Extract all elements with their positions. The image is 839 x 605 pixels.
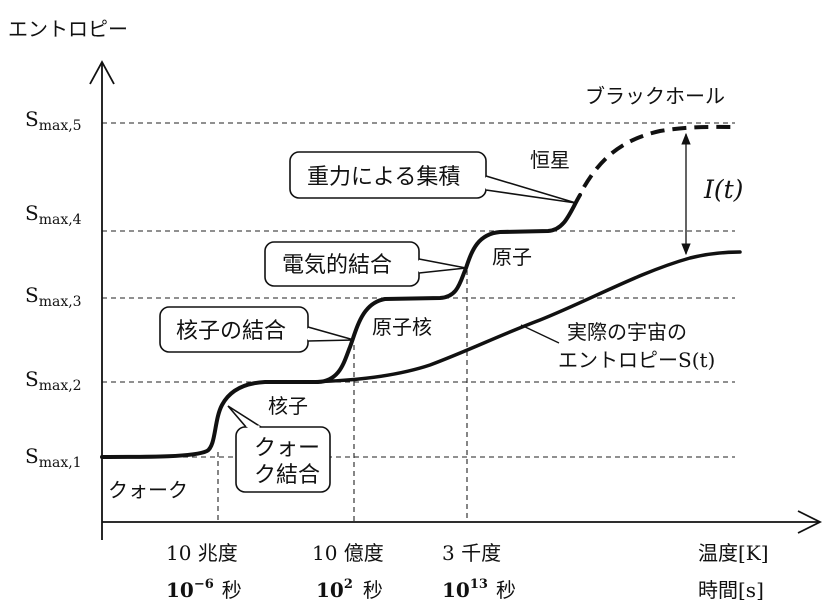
time-tick-1: 10−6 秒 — [166, 577, 242, 602]
actual-entropy-label-line1: 実際の宇宙の — [567, 320, 687, 344]
temperature-tick-2: 10 億度 — [312, 541, 384, 565]
actual-entropy-pointer — [520, 324, 560, 344]
level-label-3: Smax,3 — [25, 283, 82, 310]
time-axis-label: 時間[s] — [698, 578, 764, 602]
callout-gravity-text: 重力による集積 — [307, 165, 460, 190]
max-entropy-curve — [100, 193, 582, 459]
callout-quark-text-line1: クォー — [254, 436, 320, 461]
actual-entropy-label-line2: エントロピーS(t) — [558, 348, 715, 372]
y-axis-arrow — [89, 60, 115, 85]
callout-electric-text: 電気的結合 — [282, 253, 392, 278]
callout-quark: クォー ク結合 — [227, 405, 331, 493]
label-nucleus: 原子核 — [372, 315, 432, 339]
callout-quark-pointer — [227, 405, 262, 428]
time-tick-3: 1013 秒 — [442, 577, 516, 602]
label-atom: 原子 — [492, 245, 532, 269]
callout-quark-text-line2: ク結合 — [254, 463, 320, 488]
callout-gravity: 重力による集積 — [289, 151, 577, 204]
label-black-hole: ブラックホール — [585, 84, 725, 108]
temperature-tick-3: 3 千度 — [442, 541, 501, 565]
x-axis-arrow — [797, 510, 823, 534]
callout-gravity-pointer — [485, 175, 577, 204]
label-nucleon: 核子 — [268, 394, 308, 418]
y-axis-label: エントロピー — [8, 17, 128, 41]
black-hole-curve — [582, 124, 736, 189]
temperature-tick-1: 10 兆度 — [166, 541, 238, 565]
information-gap-label: I(t) — [703, 175, 743, 204]
callout-nuclear-text: 核子の結合 — [176, 319, 286, 344]
callout-nuclear-pointer — [307, 326, 355, 342]
callout-nuclear: 核子の結合 — [159, 306, 355, 353]
callout-electric: 電気的結合 — [264, 241, 467, 287]
actual-entropy-curve — [303, 250, 742, 384]
callout-gravity-box — [289, 151, 487, 199]
level-label-5: Smax,5 — [25, 107, 82, 134]
level-label-4: Smax,4 — [25, 201, 82, 228]
time-tick-2: 102 秒 — [316, 577, 383, 602]
label-star: 恒星 — [530, 148, 570, 172]
label-quark: クォーク — [108, 478, 188, 502]
callout-quark-box — [235, 426, 331, 493]
callout-electric-pointer — [418, 258, 467, 274]
level-label-2: Smax,2 — [25, 367, 82, 394]
temperature-axis-label: 温度[K] — [698, 541, 769, 565]
level-label-1: Smax,1 — [25, 444, 82, 471]
